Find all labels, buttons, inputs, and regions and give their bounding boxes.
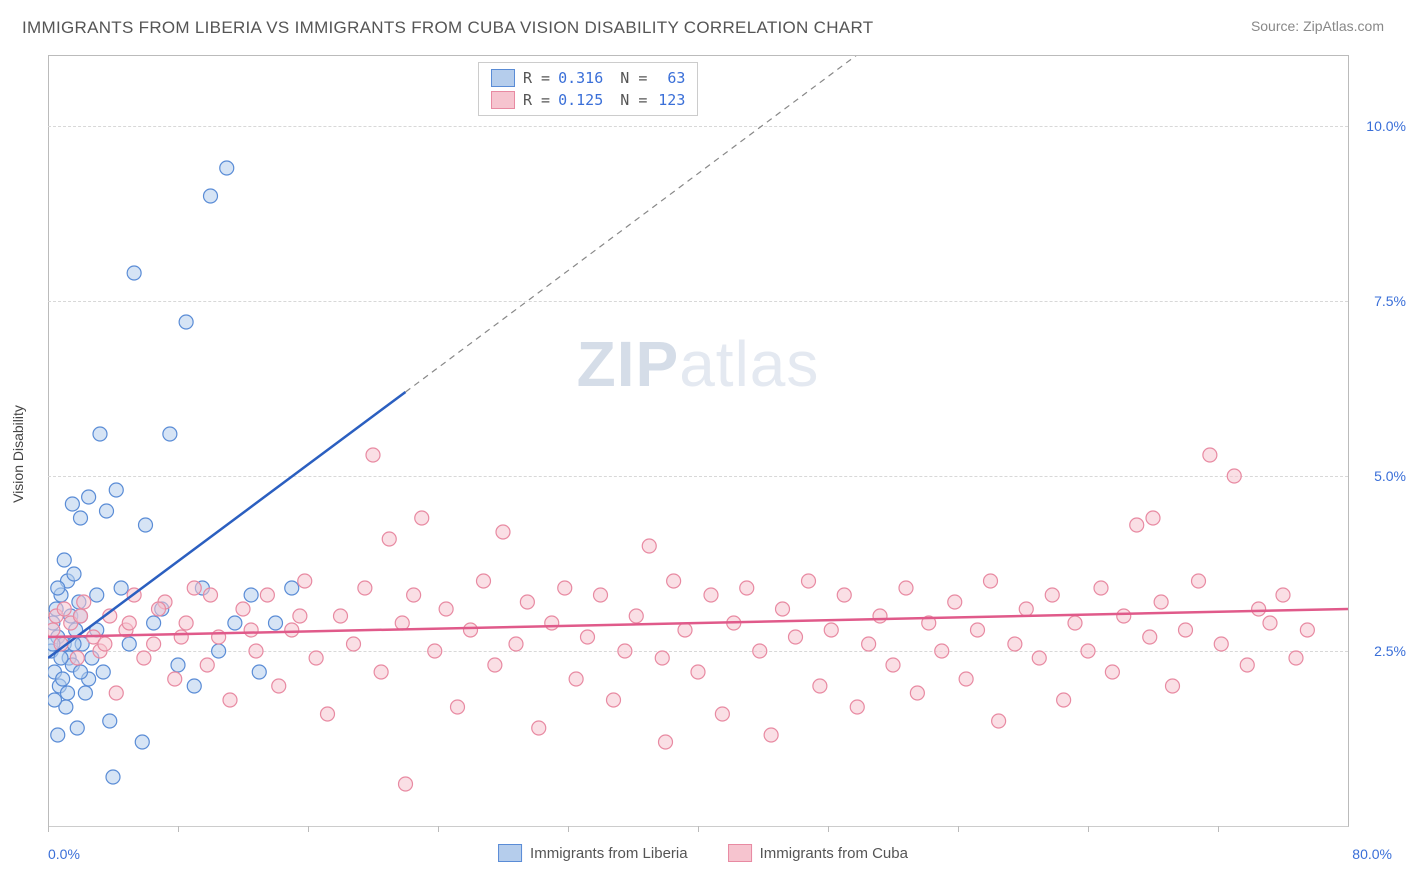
x-axis-end-label: 80.0% bbox=[1352, 846, 1392, 862]
y-tick-label: 2.5% bbox=[1356, 643, 1406, 659]
swatch-blue-icon bbox=[498, 844, 522, 862]
swatch-pink-icon bbox=[491, 91, 515, 109]
y-tick-label: 10.0% bbox=[1356, 118, 1406, 134]
legend-item-cuba: Immigrants from Cuba bbox=[728, 844, 908, 862]
swatch-blue-icon bbox=[491, 69, 515, 87]
y-tick-label: 5.0% bbox=[1356, 468, 1406, 484]
source-attribution: Source: ZipAtlas.com bbox=[1251, 18, 1384, 34]
correlation-legend: R = 0.316 N = 63 R = 0.125 N = 123 bbox=[478, 62, 698, 116]
chart-plot-area: ZIPatlas R = 0.316 N = 63 R = 0.125 N = … bbox=[48, 55, 1349, 827]
series-legend: Immigrants from Liberia Immigrants from … bbox=[498, 844, 908, 862]
legend-row-liberia: R = 0.316 N = 63 bbox=[491, 67, 685, 89]
legend-row-cuba: R = 0.125 N = 123 bbox=[491, 89, 685, 111]
legend-item-liberia: Immigrants from Liberia bbox=[498, 844, 688, 862]
chart-title: IMMIGRANTS FROM LIBERIA VS IMMIGRANTS FR… bbox=[22, 18, 873, 38]
y-tick-label: 7.5% bbox=[1356, 293, 1406, 309]
scatter-svg bbox=[48, 56, 1348, 826]
y-axis-title: Vision Disability bbox=[10, 405, 26, 503]
swatch-pink-icon bbox=[728, 844, 752, 862]
x-axis-start-label: 0.0% bbox=[48, 846, 80, 862]
